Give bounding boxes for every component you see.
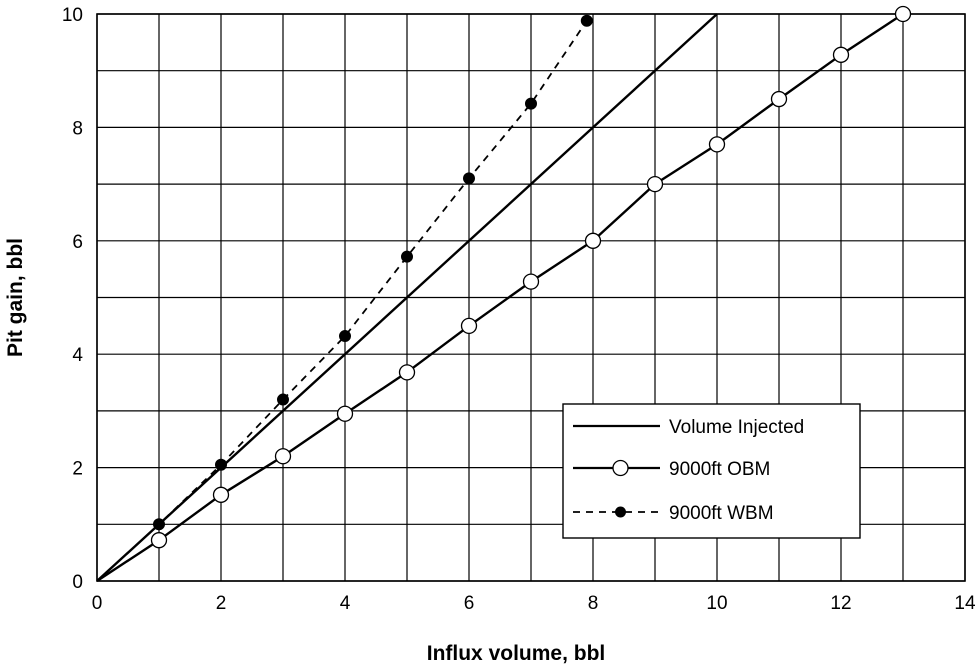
data-point: [278, 394, 289, 405]
data-point: [152, 533, 167, 548]
legend: Volume Injected 9000ft OBM 9000ft WBM: [563, 404, 860, 538]
legend-swatch-marker: [615, 507, 626, 518]
x-tick-label: 12: [830, 593, 851, 614]
y-tick-label: 6: [72, 232, 83, 253]
legend-label: 9000ft OBM: [669, 459, 770, 480]
data-point: [216, 459, 227, 470]
data-point: [524, 274, 539, 289]
data-point: [772, 92, 787, 107]
x-tick-label: 6: [464, 593, 475, 614]
y-tick-label: 0: [72, 572, 83, 593]
x-tick-label: 2: [216, 593, 227, 614]
data-point: [462, 318, 477, 333]
x-axis-title: Influx volume, bbl: [427, 642, 606, 665]
data-point: [276, 449, 291, 464]
data-point: [581, 15, 592, 26]
legend-label: Volume Injected: [669, 417, 804, 438]
data-point: [338, 406, 353, 421]
y-tick-label: 8: [72, 118, 83, 139]
data-point: [340, 331, 351, 342]
y-axis-title: Pit gain, bbl: [4, 238, 27, 357]
data-point: [648, 177, 663, 192]
legend-label: 9000ft WBM: [669, 503, 774, 524]
y-tick-label: 2: [72, 459, 83, 480]
x-tick-label: 8: [588, 593, 599, 614]
x-tick-label: 10: [706, 593, 727, 614]
data-point: [834, 47, 849, 62]
x-tick-label: 14: [954, 593, 976, 614]
data-point: [586, 233, 601, 248]
data-point: [402, 251, 413, 262]
legend-swatch-marker: [613, 461, 628, 476]
data-point: [464, 173, 475, 184]
data-point: [526, 98, 537, 109]
data-point: [214, 487, 229, 502]
y-tick-label: 4: [72, 345, 83, 366]
data-point: [400, 365, 415, 380]
data-point: [710, 137, 725, 152]
x-tick-label: 4: [340, 593, 351, 614]
data-point: [154, 519, 165, 530]
series-line: [97, 21, 587, 581]
y-tick-label: 10: [62, 5, 83, 26]
x-tick-label: 0: [92, 593, 103, 614]
data-point: [896, 7, 911, 22]
